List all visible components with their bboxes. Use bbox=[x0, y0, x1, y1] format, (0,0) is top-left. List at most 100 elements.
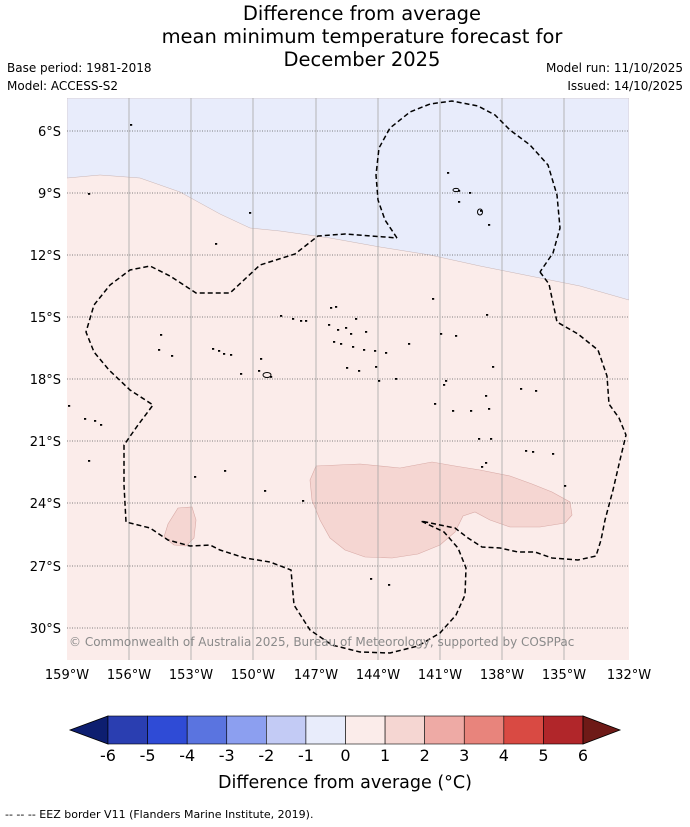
island-mark bbox=[84, 418, 87, 420]
colorbar-tick-label: 4 bbox=[499, 746, 509, 765]
lat-tick-label: 27°S bbox=[30, 560, 61, 575]
island-mark bbox=[490, 438, 493, 440]
island-mark bbox=[212, 348, 215, 350]
lat-tick-label: 21°S bbox=[30, 435, 61, 450]
colorbar-tick-label: 3 bbox=[459, 746, 469, 765]
island-mark bbox=[564, 485, 567, 487]
eez-border-main bbox=[85, 233, 627, 654]
colorbar-segment bbox=[543, 715, 584, 745]
lat-tick-label: 18°S bbox=[30, 373, 61, 388]
lon-tick-label: 138°W bbox=[480, 668, 524, 683]
colorbar-tick-label: -2 bbox=[258, 746, 274, 765]
info-right: Model run: 11/10/2025 Issued: 14/10/2025 bbox=[546, 59, 683, 95]
island-mark bbox=[352, 346, 355, 348]
island-mark bbox=[552, 453, 555, 455]
title-line-2: mean minimum temperature forecast for bbox=[161, 25, 563, 48]
title-line-1: Difference from average bbox=[242, 2, 482, 25]
lon-tick-label: 159°W bbox=[45, 668, 89, 683]
island-mark bbox=[378, 380, 381, 382]
island-mark bbox=[130, 124, 133, 126]
island-mark bbox=[100, 424, 103, 426]
lat-tick-label: 30°S bbox=[30, 622, 61, 637]
island-mark bbox=[374, 350, 377, 352]
island-mark bbox=[535, 390, 538, 392]
island-mark bbox=[408, 343, 411, 345]
lon-tick-label: 135°W bbox=[542, 668, 586, 683]
footnote-eez: -- -- -- EEZ border V11 (Flanders Marine… bbox=[5, 808, 314, 821]
island-mark bbox=[488, 408, 491, 410]
lon-tick-label: 132°W bbox=[607, 668, 651, 683]
island-mark bbox=[481, 466, 484, 468]
colorbar-segment bbox=[186, 715, 228, 745]
title-line-3: December 2025 bbox=[283, 48, 441, 71]
colorbar-arrow-left bbox=[68, 715, 109, 745]
island-mark bbox=[375, 366, 378, 368]
island-mark bbox=[486, 314, 489, 316]
island-mark bbox=[488, 224, 491, 226]
island-mark bbox=[455, 335, 458, 337]
island-mark bbox=[160, 334, 163, 336]
island-mark bbox=[469, 192, 472, 194]
island-mark bbox=[520, 388, 523, 390]
island-mark bbox=[305, 320, 308, 322]
island-mark bbox=[440, 333, 443, 335]
colorbar-tick-label: -6 bbox=[100, 746, 116, 765]
island-mark bbox=[88, 193, 91, 195]
island-mark bbox=[94, 420, 97, 422]
island-mark bbox=[340, 343, 343, 345]
island-mark bbox=[330, 307, 333, 309]
island-mark bbox=[532, 451, 535, 453]
island-mark bbox=[249, 212, 252, 214]
island-mark bbox=[395, 378, 398, 380]
island-mark bbox=[158, 349, 161, 351]
colorbar-tick-labels: -6 -5 -4 -3 -2 -1 0 1 2 3 4 5 6 bbox=[100, 746, 588, 765]
colorbar-tick-label: 5 bbox=[538, 746, 548, 765]
island-mark bbox=[350, 333, 353, 335]
model-text: Model: ACCESS-S2 bbox=[7, 79, 119, 93]
island-atoll bbox=[477, 208, 483, 216]
lon-tick-label: 153°W bbox=[169, 668, 213, 683]
island-mark bbox=[337, 329, 340, 331]
island-mark bbox=[485, 395, 488, 397]
island-mark bbox=[370, 578, 373, 580]
eez-border bbox=[85, 100, 627, 654]
colorbar bbox=[68, 715, 622, 745]
island-mark bbox=[223, 353, 226, 355]
island-mark bbox=[355, 318, 358, 320]
island-mark bbox=[485, 462, 488, 464]
island-mark bbox=[88, 460, 91, 462]
lon-tick-label: 150°W bbox=[231, 668, 275, 683]
longitude-labels: 159°W 156°W 153°W 150°W 147°W 144°W 141°W 138°W… bbox=[45, 668, 651, 683]
colorbar-segment bbox=[107, 715, 148, 745]
colorbar-segment bbox=[503, 715, 544, 745]
island-mark bbox=[68, 405, 71, 407]
colorbar-arrow-right bbox=[582, 715, 622, 745]
island-atoll bbox=[262, 372, 272, 378]
colorbar-segment bbox=[147, 715, 188, 745]
lon-tick-label: 141°W bbox=[418, 668, 462, 683]
colorbar-segment bbox=[226, 715, 267, 745]
colorbar-tick-label: -1 bbox=[298, 746, 314, 765]
island-mark bbox=[270, 376, 273, 378]
colorbar-tick-label: -3 bbox=[219, 746, 235, 765]
lat-tick-label: 24°S bbox=[30, 497, 61, 512]
colorbar-segment bbox=[305, 715, 346, 745]
island-mark bbox=[458, 201, 461, 203]
island-mark bbox=[215, 243, 218, 245]
island-mark bbox=[445, 380, 448, 382]
zone-below-0 bbox=[67, 98, 629, 301]
island-mark bbox=[300, 320, 303, 322]
colorbar-segment bbox=[424, 715, 465, 745]
island-mark bbox=[492, 366, 495, 368]
lon-tick-label: 144°W bbox=[356, 668, 400, 683]
island-mark bbox=[480, 210, 483, 212]
island-mark bbox=[478, 438, 481, 440]
island-mark bbox=[280, 315, 283, 317]
island-mark bbox=[470, 410, 473, 412]
island-mark bbox=[260, 358, 263, 360]
gridlines bbox=[67, 98, 629, 660]
colorbar-tick-label: 6 bbox=[578, 746, 588, 765]
island-mark bbox=[434, 403, 437, 405]
island-mark bbox=[258, 370, 261, 372]
